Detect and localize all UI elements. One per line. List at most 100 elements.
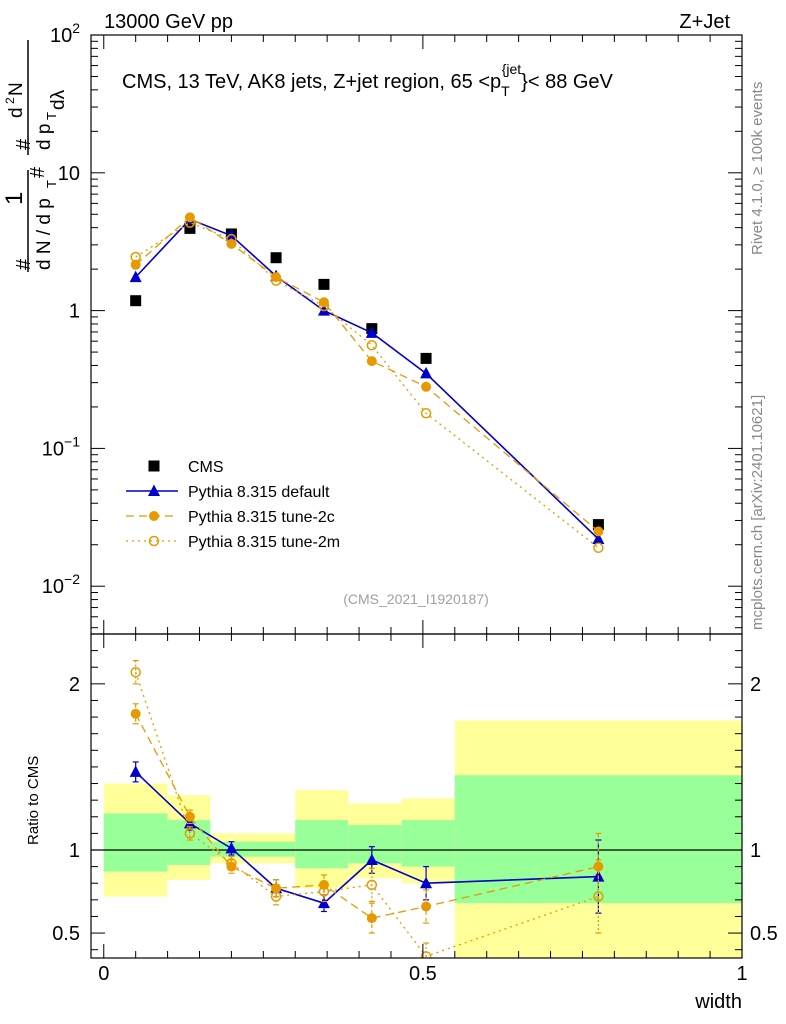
svg-text:T: T: [44, 112, 59, 120]
ratio-band-green-4: [295, 820, 349, 869]
main-point-pythia-8-315-tune-2c-1: [184, 212, 195, 223]
legend-marker-pythia-8-315-tune-2c: [149, 511, 159, 521]
ratio-ytick-label-right-1: 1: [750, 840, 761, 862]
main-point-cms-0: [130, 295, 142, 307]
main-point-pythia-8-315-tune-2m-6: [420, 407, 432, 419]
svg-text:T: T: [44, 180, 59, 188]
main-ytick-label-1: 10−1: [42, 433, 80, 460]
ratio-point-pythia-8-315-tune-2m-1: [184, 828, 196, 839]
main-point-pythia-8-315-default-7: [592, 532, 605, 545]
ratio-series-inner: [129, 659, 605, 958]
ratio-point-pythia-8-315-tune-2m-6: [420, 951, 432, 958]
ratio-point-pythia-8-315-default-5: [365, 853, 378, 865]
ratio-point-pythia-8-315-tune-2m-2: [226, 858, 237, 869]
main-point-pythia-8-315-tune-2c-5: [366, 356, 377, 367]
ratio-frame: [90, 633, 743, 959]
main-point-cms-7: [592, 519, 604, 531]
legend-label-pythia-8-315-tune-2m: Pythia 8.315 tune-2m: [188, 534, 340, 551]
legend-label-pythia-8-315-tune-2c: Pythia 8.315 tune-2c: [188, 509, 335, 526]
ratio-point-pythia-8-315-tune-2c-7: [593, 861, 604, 872]
ratio-point-pythia-8-315-tune-2m-5: [366, 879, 378, 891]
ratio-point-pythia-8-315-default-1: [183, 816, 196, 829]
svg-text:dλ: dλ: [48, 89, 69, 110]
ratio-point-pythia-8-315-tune-2c-1: [184, 811, 195, 822]
main-ytick-label-2: 1: [69, 301, 80, 323]
ratio-bands: [91, 720, 742, 958]
ratio-band-green-6: [401, 820, 455, 867]
ratio-ytick-label-left-0: 0.5: [52, 923, 80, 945]
ratio-xtick-label-2: 1: [736, 963, 747, 985]
legend-label-cms: CMS: [188, 459, 224, 476]
ratio-xtick-label-0: 0: [98, 963, 109, 985]
ratio-point-pythia-8-315-tune-2m-4: [318, 886, 330, 897]
legend-marker-pythia-8-315-tune-2m: [148, 535, 160, 547]
main-point-cms-6: [420, 352, 432, 364]
svg-text:2: 2: [3, 97, 17, 104]
ratio-ytick-label-left-1: 1: [69, 840, 80, 862]
main-point-pythia-8-315-tune-2m-5: [366, 340, 378, 351]
main-point-cms-1: [184, 222, 196, 234]
x-axis-title: width: [694, 991, 742, 1013]
main-point-pythia-8-315-tune-2m-4: [318, 300, 330, 312]
main-point-pythia-8-315-tune-2m-2: [226, 233, 237, 245]
ratio-point-pythia-8-315-default-4: [317, 896, 330, 909]
main-point-pythia-8-315-tune-2c-3: [271, 272, 282, 283]
rivet-label: Rivet 4.1.0, ≥ 100k events: [749, 82, 766, 255]
svg-text:d N / d p: d N / d p: [34, 198, 55, 270]
main-point-cms-4: [318, 278, 330, 290]
main-point-pythia-8-315-tune-2m-3: [270, 275, 282, 286]
ratio-point-pythia-8-315-default-2: [225, 841, 238, 854]
ratio-ytick-label-right-0: 0.5: [750, 923, 778, 945]
ratio-point-pythia-8-315-default-6: [420, 876, 433, 889]
main-series: [129, 212, 605, 554]
main-ytick-label-4: 102: [50, 20, 80, 47]
ratio-point-pythia-8-315-tune-2c-5: [366, 913, 377, 924]
svg-text:N: N: [6, 82, 27, 96]
ratio-line-pythia-8-315-tune-2c: [135, 713, 599, 919]
legend-marker-cms: [148, 460, 160, 472]
main-point-pythia-8-315-tune-2c-0: [130, 259, 141, 270]
svg-text:#: #: [27, 166, 49, 178]
ratio-point-pythia-8-315-tune-2c-0: [130, 708, 141, 719]
ratio-band-green-5: [348, 825, 402, 864]
ratio-ytick-label-left-2: 2: [69, 674, 80, 696]
ratio-axes: 0.5 0.51 12 20 0.5 1: [52, 633, 778, 985]
main-point-cms-3: [270, 252, 282, 264]
legend: CMS Pythia 8.315 default Pythia 8.315 tune…: [126, 459, 340, 551]
main-point-pythia-8-315-tune-2c-6: [421, 381, 432, 392]
ratio-point-pythia-8-315-tune-2m-3: [270, 891, 282, 902]
ratio-series: [129, 659, 605, 958]
svg-text:#: #: [13, 258, 35, 270]
main-line-pythia-8-315-tune-2c: [135, 216, 599, 532]
ratio-y-axis-title: Ratio to CMS: [25, 756, 42, 845]
legend-marker-pythia-8-315-default: [148, 484, 160, 496]
main-point-pythia-8-315-tune-2m-7: [593, 542, 604, 554]
main-ytick-label-3: 10: [58, 163, 80, 185]
ratio-line-pythia-8-315-default: [135, 771, 599, 905]
main-y-axis-title: # d N / d p T # 1 # d p T dλ d 2 N: [1, 40, 69, 272]
svg-text:d: d: [6, 107, 27, 118]
ratio-band-green-0: [103, 813, 168, 872]
ratio-ytick-label-right-2: 2: [750, 674, 761, 696]
main-point-pythia-8-315-default-0: [129, 270, 142, 283]
analysis-watermark: (CMS_2021_I1920187): [343, 591, 489, 607]
main-point-pythia-8-315-tune-2m-1: [184, 217, 196, 228]
ratio-point-pythia-8-315-tune-2c-6: [421, 901, 432, 912]
main-axes: 10−2 10−1 1 10 102: [42, 20, 743, 635]
main-point-pythia-8-315-default-6: [420, 366, 433, 379]
main-point-pythia-8-315-tune-2m-0: [130, 251, 141, 263]
main-ytick-label-0: 10−2: [42, 571, 80, 598]
main-point-pythia-8-315-default-5: [365, 326, 378, 338]
main-point-pythia-8-315-tune-2c-7: [593, 526, 604, 537]
ratio-point-pythia-8-315-tune-2m-7: [593, 891, 604, 902]
svg-text:d p: d p: [34, 124, 55, 150]
ratio-band-green-3: [252, 841, 296, 857]
ratio-line-pythia-8-315-tune-2m: [135, 672, 599, 958]
legend-label-pythia-8-315-default: Pythia 8.315 default: [188, 484, 330, 501]
ratio-xtick-label-1: 0.5: [409, 963, 437, 985]
ratio-point-pythia-8-315-tune-2m-0: [130, 666, 141, 678]
header-right: Z+Jet: [679, 11, 730, 33]
mcplots-label: mcplots.cern.ch [arXiv:2401.10621]: [749, 395, 766, 630]
svg-text:1: 1: [1, 192, 28, 205]
